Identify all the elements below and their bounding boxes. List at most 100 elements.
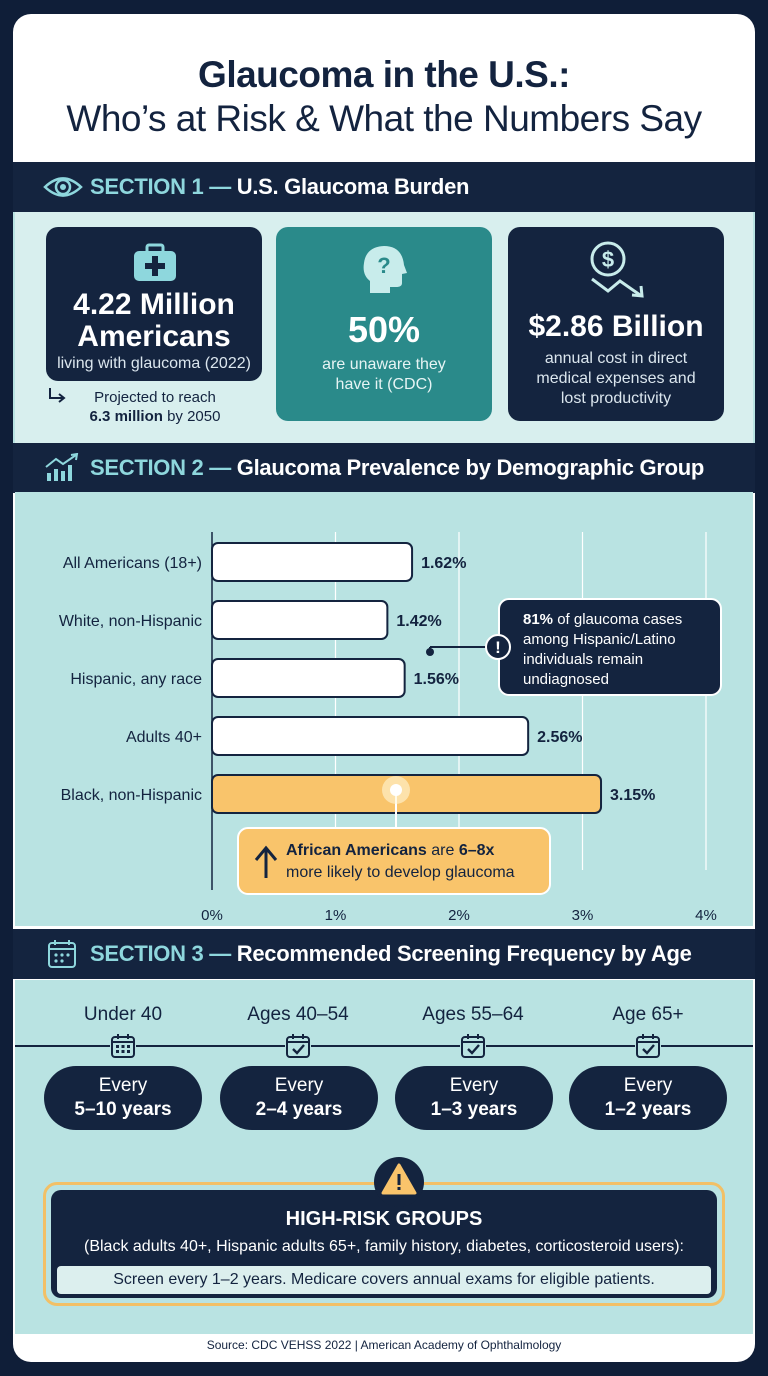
infographic-card: Glaucoma in the U.S.: Who’s at Risk & Wh… <box>13 14 755 1362</box>
high-risk-title: HIGH-RISK GROUPS <box>285 1208 483 1230</box>
age-label-55-64: Ages 55–64 <box>422 1004 524 1025</box>
section2-header: SECTION 2 — Glaucoma Prevalence by Demog… <box>13 443 755 493</box>
projection-value: 6.3 million <box>89 408 163 425</box>
stat-card-unaware: ? 50% are unaware they have it (CDC) <box>276 227 492 421</box>
calendar-check-icon <box>285 1033 311 1059</box>
head-question-icon: ? <box>363 246 407 293</box>
page-title: Glaucoma in the U.S.: <box>198 54 570 95</box>
warning-icon <box>374 1157 424 1207</box>
highlight-dot <box>390 784 402 796</box>
section2-title: SECTION 2 — Glaucoma Prevalence by Demog… <box>90 455 704 481</box>
category-label: All Americans (18+) <box>63 555 202 572</box>
callout-bold: 81% <box>523 611 553 628</box>
bar <box>211 658 406 698</box>
risk-callout-box <box>237 827 551 895</box>
alert-icon-glyph: ! <box>495 638 501 657</box>
stat-cost-value: $2.86 Billion <box>528 310 704 343</box>
bar <box>211 542 414 582</box>
freq-pill-65plus: Every 1–2 years <box>569 1066 727 1130</box>
risk-callout-line1: African Americans are 6–8x <box>286 842 495 859</box>
freq-every: Every <box>98 1075 148 1096</box>
age-label-65plus: Age 65+ <box>612 1004 684 1025</box>
age-label-under40: Under 40 <box>83 1004 163 1025</box>
risk-callout-text: are <box>427 842 459 859</box>
x-tick-label: 0% <box>201 907 223 924</box>
prevalence-chart: 0% 1% 2% 3% 4% All Americans (18+) 1.62% White,… <box>59 532 722 924</box>
freq-value: 2–4 years <box>255 1099 343 1120</box>
calendar-check-icon <box>460 1033 486 1059</box>
stat-unaware-desc2: have it (CDC) <box>335 376 433 393</box>
x-tick-label: 2% <box>448 907 470 924</box>
stat-cost-desc1: annual cost in direct <box>544 350 688 367</box>
high-risk-advice: Screen every 1–2 years. Medicare covers … <box>57 1266 711 1294</box>
svg-text:$: $ <box>602 247 614 272</box>
arrow-up-icon <box>254 845 278 878</box>
x-tick-label: 3% <box>572 907 594 924</box>
projection-line2: 6.3 million by 2050 <box>65 407 245 426</box>
source-note: Source: CDC VEHSS 2022 | American Academ… <box>206 1338 562 1352</box>
bar <box>211 716 530 756</box>
projection-note: Projected to reach 6.3 million by 2050 <box>65 388 265 426</box>
category-label: White, non-Hispanic <box>59 613 202 630</box>
value-label: 1.56% <box>414 671 459 688</box>
bar <box>211 600 389 640</box>
timeline-line <box>15 1045 753 1047</box>
stat-patients-unit: Americans <box>77 320 231 353</box>
value-label: 1.62% <box>421 555 466 572</box>
category-label: Adults 40+ <box>126 729 202 746</box>
callout-line: undiagnosed <box>523 671 609 688</box>
freq-value: 1–3 years <box>430 1099 518 1120</box>
x-tick-label: 1% <box>325 907 347 924</box>
page-subtitle: Who’s at Risk & What the Numbers Say <box>66 98 702 139</box>
value-label: 3.15% <box>610 787 655 804</box>
section1-name: U.S. Glaucoma Burden <box>236 174 470 199</box>
projection-line1: Projected to reach <box>94 389 216 406</box>
category-label: Black, non-Hispanic <box>61 787 202 804</box>
callout-text: of glaucoma cases <box>553 611 682 628</box>
freq-value: 5–10 years <box>74 1099 172 1120</box>
stat-card-patients: 4.22 Million Americans living with glauc… <box>46 227 262 381</box>
x-tick-label: 4% <box>695 907 717 924</box>
projection-year: by 2050 <box>162 408 221 425</box>
freq-pill-55-64: Every 1–3 years <box>395 1066 553 1130</box>
calendar-icon <box>48 940 76 968</box>
stat-patients-desc: living with glaucoma (2022) <box>57 355 251 372</box>
callout-line1: 81% of glaucoma cases <box>523 611 682 628</box>
eye-icon <box>43 177 83 197</box>
callout-dot <box>426 648 434 656</box>
stat-cost-desc2: medical expenses and <box>536 370 696 387</box>
high-risk-groups: (Black adults 40+, Hispanic adults 65+, … <box>84 1238 684 1255</box>
age-label-40-54: Ages 40–54 <box>247 1004 349 1025</box>
stat-patients-value: 4.22 Million <box>73 288 235 321</box>
risk-callout-line2: more likely to develop glaucoma <box>286 864 515 881</box>
freq-pill-40-54: Every 2–4 years <box>220 1066 378 1130</box>
stat-unaware-desc1: are unaware they <box>322 356 446 373</box>
svg-text:?: ? <box>377 253 390 278</box>
value-label: 2.56% <box>537 729 582 746</box>
callout-line: among Hispanic/Latino <box>523 631 676 648</box>
section1-header: SECTION 1 — U.S. Glaucoma Burden <box>13 162 755 212</box>
callout-line: individuals remain <box>523 651 643 668</box>
freq-pill-under40: Every 5–10 years <box>44 1066 202 1130</box>
title-block: Glaucoma in the U.S.: Who’s at Risk & Wh… <box>13 14 755 162</box>
freq-every: Every <box>623 1075 673 1096</box>
risk-callout-multiplier: 6–8x <box>459 842 495 859</box>
section1-number: SECTION 1 — <box>90 174 231 199</box>
calendar-dots-icon <box>110 1033 136 1059</box>
category-label: Hispanic, any race <box>70 671 202 688</box>
section3-title: SECTION 3 — Recommended Screening Freque… <box>90 941 692 967</box>
freq-value: 1–2 years <box>604 1099 692 1120</box>
arrow-return-icon <box>49 388 66 403</box>
section1-title: SECTION 1 — U.S. Glaucoma Burden <box>90 174 469 200</box>
trend-chart-icon <box>45 453 79 481</box>
section2-name: Glaucoma Prevalence by Demographic Group <box>236 455 705 480</box>
section2-number: SECTION 2 — <box>90 455 231 480</box>
section3-name: Recommended Screening Frequency by Age <box>236 941 692 966</box>
alert-icon <box>485 634 511 660</box>
medical-kit-icon <box>134 243 176 281</box>
dollar-down-icon: $ <box>590 241 644 298</box>
calendar-check-icon <box>635 1033 661 1059</box>
risk-callout-bold: African Americans <box>286 842 427 859</box>
value-label: 1.42% <box>396 613 441 630</box>
freq-every: Every <box>274 1075 324 1096</box>
